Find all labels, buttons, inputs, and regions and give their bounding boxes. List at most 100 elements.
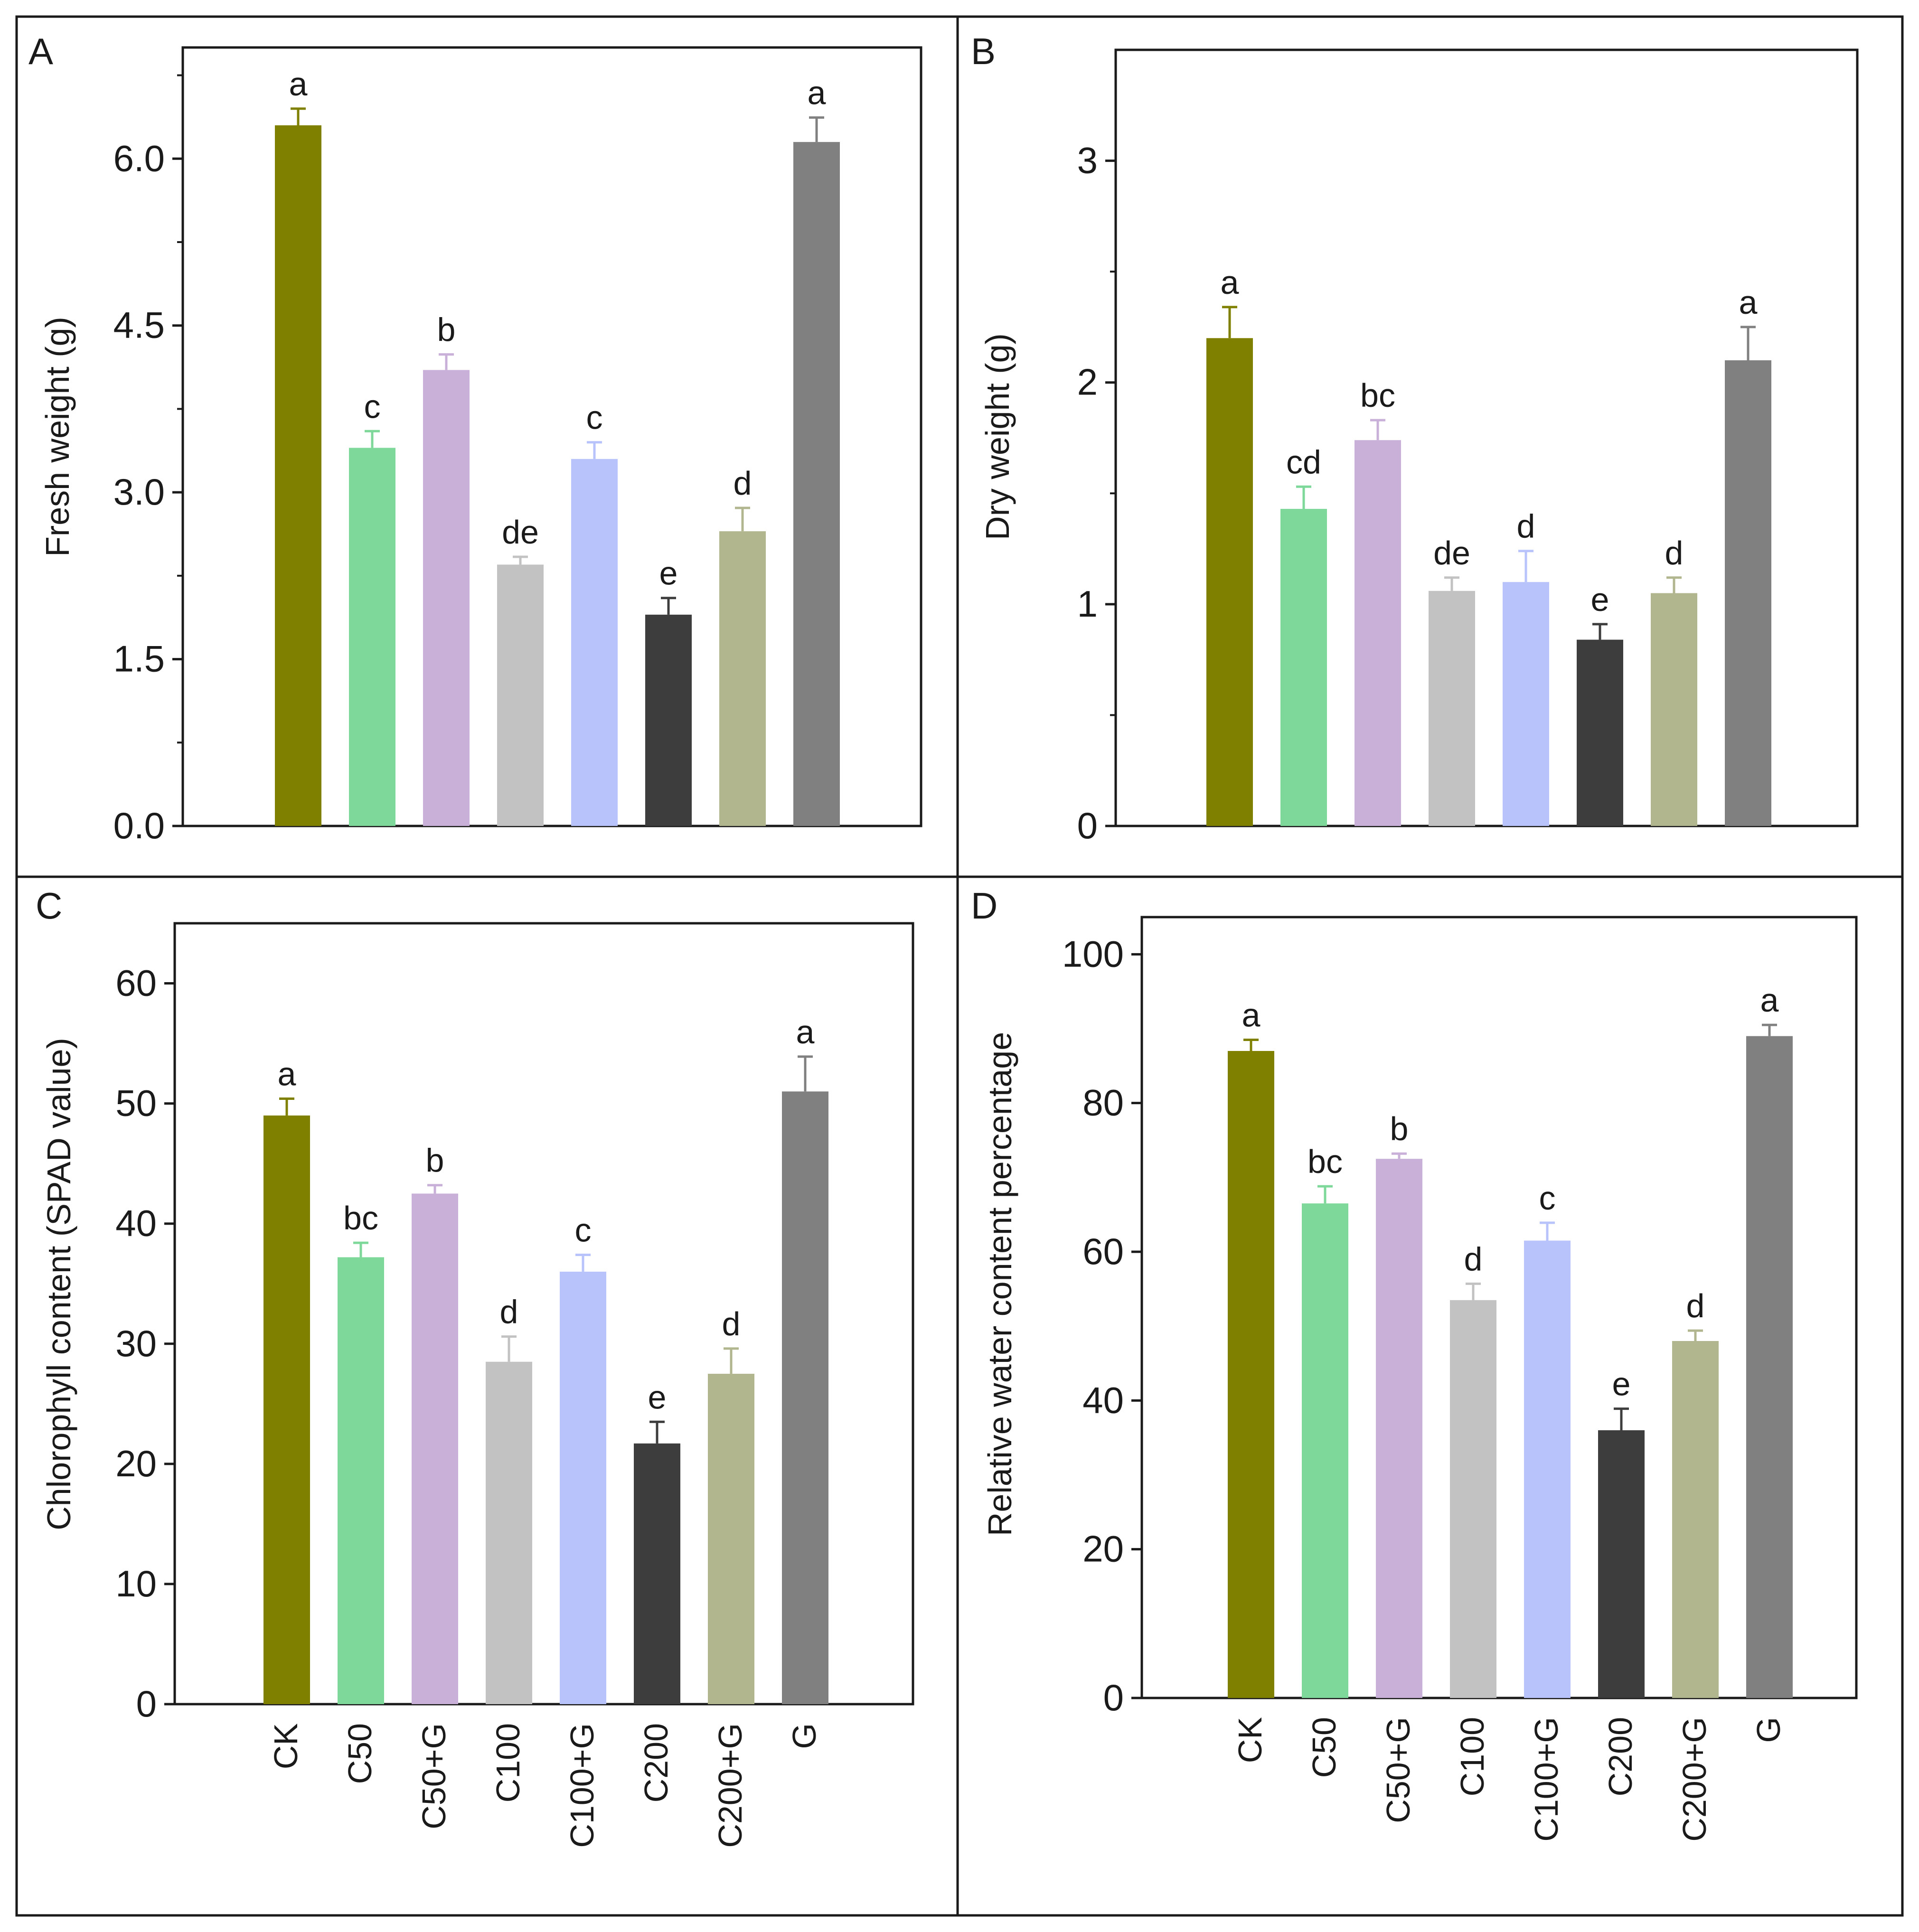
x-tick-label: C100+G	[564, 1723, 601, 1848]
x-tick-label: C50	[1306, 1717, 1343, 1778]
bar	[423, 370, 470, 826]
significance-letter: cd	[1286, 443, 1321, 480]
significance-letter: d	[734, 465, 752, 502]
significance-letter: e	[659, 555, 678, 592]
x-axis-labels: CK C50 C50+G C100 C100+G C200 C200+G G	[1232, 1717, 1787, 1842]
bar	[1651, 593, 1697, 826]
y-tick-label: 1	[1077, 583, 1098, 625]
plot-frame	[181, 46, 922, 827]
y-tick-label: 0.0	[113, 805, 165, 846]
y-tick-label: 40	[1082, 1379, 1124, 1421]
bar	[1725, 360, 1771, 826]
significance-letter: c	[586, 399, 603, 436]
bar	[1503, 582, 1549, 826]
significance-letter: bc	[1360, 377, 1395, 414]
y-tick-label: 50	[115, 1082, 157, 1124]
bars: a bc b d c e d a	[263, 1013, 828, 1704]
bar	[1355, 440, 1401, 826]
panel-c: C 0 10 20 30 40 50 60 a bc b d c e d a CK C50 C50+G C100…	[15, 875, 959, 1917]
x-tick-label: CK	[267, 1723, 304, 1769]
y-tick-label: 60	[115, 962, 157, 1004]
y-tick-label: 0	[1077, 805, 1098, 846]
bar	[719, 531, 766, 826]
x-tick-label: G	[786, 1723, 823, 1749]
bar	[560, 1271, 606, 1704]
bar	[263, 1115, 310, 1704]
x-tick-label: G	[1750, 1717, 1787, 1743]
y-axis-ticks: 0.0 1.5 3.0 4.5 6.0	[113, 74, 183, 846]
significance-letter: a	[278, 1055, 296, 1092]
bar	[645, 614, 692, 826]
significance-letter: b	[426, 1142, 444, 1179]
bar	[634, 1443, 680, 1704]
panel-label: C	[36, 885, 62, 927]
panel-label: D	[971, 885, 997, 927]
y-axis-title: Dry weight (g)	[979, 333, 1016, 540]
y-tick-label: 2	[1077, 361, 1098, 403]
y-tick-label: 6.0	[113, 137, 165, 179]
bars: a bc b d c e d a	[1228, 982, 1793, 1698]
bar	[349, 448, 395, 826]
significance-letter: de	[1433, 535, 1470, 572]
x-tick-label: C200+G	[1676, 1717, 1713, 1842]
significance-letter: a	[1739, 284, 1758, 321]
bar	[1302, 1203, 1348, 1698]
significance-letter: c	[364, 388, 381, 425]
significance-letter: d	[1665, 535, 1684, 572]
significance-letter: d	[722, 1305, 741, 1342]
bar	[1450, 1300, 1496, 1698]
significance-letter: a	[1242, 997, 1261, 1034]
x-tick-label: C100	[1454, 1717, 1491, 1796]
y-tick-label: 20	[115, 1443, 157, 1484]
x-tick-label: C100	[489, 1723, 527, 1802]
significance-letter: bc	[343, 1200, 378, 1237]
x-tick-label: C200	[638, 1723, 675, 1802]
bar	[571, 459, 618, 826]
bar	[275, 125, 321, 826]
significance-letter: d	[1517, 508, 1535, 545]
significance-letter: d	[1686, 1287, 1705, 1324]
bar	[1672, 1341, 1719, 1698]
y-tick-label: 0	[136, 1683, 157, 1725]
y-tick-label: 10	[115, 1563, 157, 1604]
panel-label: A	[28, 30, 53, 72]
bar	[1746, 1036, 1793, 1698]
significance-letter: e	[1591, 581, 1609, 618]
bar	[782, 1091, 828, 1704]
significance-letter: a	[289, 66, 308, 103]
bar	[1598, 1430, 1645, 1698]
x-tick-label: CK	[1232, 1717, 1269, 1763]
plot-frame	[1114, 48, 1859, 827]
y-axis-ticks: 0 1 2 3	[1077, 140, 1116, 846]
x-tick-label: C200	[1602, 1717, 1639, 1796]
x-tick-label: C100+G	[1528, 1717, 1565, 1842]
y-tick-label: 60	[1082, 1230, 1124, 1272]
y-axis-ticks: 0 20 40 60 80 100	[1062, 933, 1142, 1718]
plot-frame	[173, 922, 914, 1706]
y-tick-label: 40	[115, 1202, 157, 1244]
plot-frame	[1140, 916, 1858, 1699]
significance-letter: d	[1464, 1240, 1483, 1277]
significance-letter: e	[1612, 1366, 1631, 1403]
bar	[486, 1361, 532, 1704]
x-tick-label: C50	[341, 1723, 378, 1784]
y-tick-label: 20	[1082, 1528, 1124, 1570]
y-tick-label: 30	[115, 1322, 157, 1364]
bar	[338, 1257, 384, 1704]
bar	[1228, 1051, 1274, 1698]
significance-letter: bc	[1308, 1143, 1343, 1180]
bar	[1206, 338, 1253, 826]
y-axis-title: Fresh weight (g)	[39, 317, 76, 557]
x-tick-label: C50+G	[415, 1723, 452, 1829]
x-tick-label: C200+G	[712, 1723, 749, 1848]
bar	[1376, 1159, 1422, 1698]
bar	[1429, 591, 1475, 826]
panel-label: B	[971, 30, 996, 72]
significance-letter: b	[1390, 1110, 1409, 1147]
significance-letter: e	[648, 1379, 667, 1416]
y-tick-label: 4.5	[113, 304, 165, 346]
